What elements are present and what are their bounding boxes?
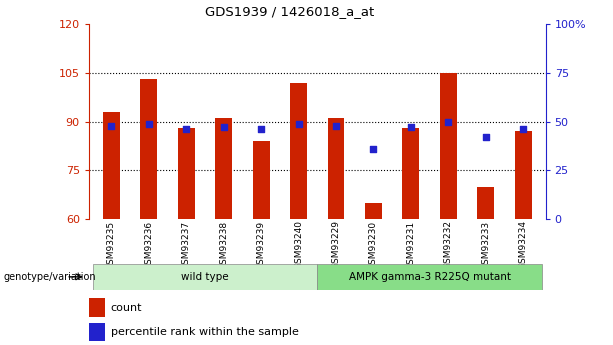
Point [144, 121, 154, 126]
Point [331, 123, 341, 128]
Text: GSM93240: GSM93240 [294, 220, 303, 269]
Text: GSM93236: GSM93236 [144, 220, 153, 269]
Point [181, 127, 191, 132]
Text: AMPK gamma-3 R225Q mutant: AMPK gamma-3 R225Q mutant [349, 272, 511, 282]
Text: genotype/variation: genotype/variation [3, 272, 96, 282]
Text: GSM93232: GSM93232 [444, 220, 453, 269]
Point [256, 127, 266, 132]
Text: GSM93231: GSM93231 [406, 220, 416, 269]
Point [368, 146, 378, 152]
Bar [327, 118, 345, 219]
Bar [89, 298, 105, 317]
Point [518, 127, 528, 132]
Text: GSM93234: GSM93234 [519, 220, 528, 269]
Text: GSM93229: GSM93229 [332, 220, 340, 269]
Bar [478, 187, 494, 219]
Text: percentile rank within the sample: percentile rank within the sample [111, 327, 299, 337]
Bar [253, 141, 270, 219]
Text: wild type: wild type [181, 272, 229, 282]
Bar [365, 203, 382, 219]
Point [481, 135, 490, 140]
Bar [515, 131, 531, 219]
Bar [215, 118, 232, 219]
Text: GSM93237: GSM93237 [181, 220, 191, 269]
Point [443, 119, 453, 125]
Text: GSM93233: GSM93233 [481, 220, 490, 269]
Bar [140, 79, 157, 219]
Bar [290, 83, 307, 219]
Point [219, 125, 229, 130]
Text: count: count [111, 303, 142, 313]
Bar [103, 112, 120, 219]
Point [107, 123, 116, 128]
Text: GSM93238: GSM93238 [219, 220, 228, 269]
Text: GDS1939 / 1426018_a_at: GDS1939 / 1426018_a_at [205, 5, 375, 18]
Bar [178, 128, 195, 219]
Text: GSM93239: GSM93239 [257, 220, 265, 269]
Point [406, 125, 416, 130]
Bar [402, 128, 419, 219]
Bar [89, 323, 105, 341]
Bar [440, 73, 457, 219]
Bar [318, 264, 542, 290]
Bar [93, 264, 318, 290]
Text: GSM93235: GSM93235 [107, 220, 116, 269]
Point [294, 121, 303, 126]
Text: GSM93230: GSM93230 [369, 220, 378, 269]
